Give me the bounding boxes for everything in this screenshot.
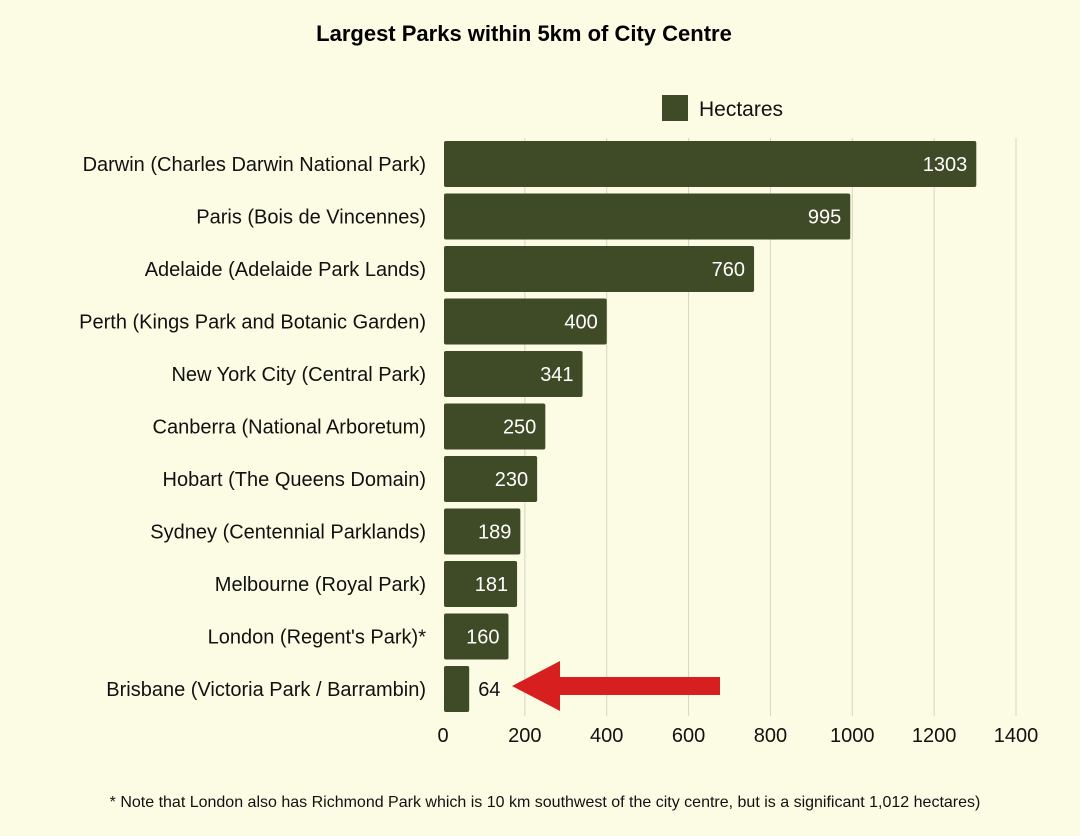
x-tick-label: 400 <box>590 725 623 747</box>
value-label: 181 <box>475 574 508 596</box>
category-label: Perth (Kings Park and Botanic Garden) <box>79 312 426 334</box>
x-tick-label: 1400 <box>994 725 1039 747</box>
bar <box>444 351 583 397</box>
chart-title: Largest Parks within 5km of City Centre <box>316 21 732 46</box>
value-label: 64 <box>478 679 500 701</box>
x-tick-label: 1200 <box>912 725 957 747</box>
annotation-arrow <box>512 661 720 711</box>
value-label: 189 <box>478 522 511 544</box>
category-label: Canberra (National Arboretum) <box>153 417 426 439</box>
bar <box>444 141 977 187</box>
bar <box>444 403 546 450</box>
bar <box>444 456 538 502</box>
category-labels: Darwin (Charles Darwin National Park) Par… <box>79 154 426 701</box>
value-label: 1303 <box>923 154 968 176</box>
value-label: 760 <box>712 259 745 281</box>
bars <box>444 141 977 712</box>
x-tick-label: 0 <box>437 725 448 747</box>
bar <box>444 613 509 660</box>
legend-label: Hectares <box>699 98 783 121</box>
x-tick-label: 1000 <box>830 725 875 747</box>
arrow-head <box>512 661 560 711</box>
x-tick-label: 200 <box>508 725 541 747</box>
category-label: New York City (Central Park) <box>171 364 426 386</box>
legend: Hectares <box>662 95 783 121</box>
arrow-shaft <box>556 677 720 695</box>
footnote: * Note that London also has Richmond Par… <box>110 794 981 811</box>
bar <box>444 508 521 555</box>
x-tick-label: 600 <box>672 725 705 747</box>
bar <box>444 193 851 240</box>
bar <box>444 666 470 712</box>
value-label: 341 <box>540 364 573 386</box>
category-label: Paris (Bois de Vincennes) <box>196 207 426 229</box>
bar <box>444 246 755 292</box>
category-label: Darwin (Charles Darwin National Park) <box>83 154 426 176</box>
x-tick-label: 800 <box>754 725 787 747</box>
value-label: 995 <box>808 207 841 229</box>
x-axis-ticks: 0 200 400 600 800 1000 1200 1400 <box>437 725 1038 747</box>
bar <box>444 561 518 607</box>
value-label: 160 <box>466 627 499 649</box>
category-label: Adelaide (Adelaide Park Lands) <box>145 259 426 281</box>
value-label: 250 <box>503 417 536 439</box>
value-label: 230 <box>495 469 528 491</box>
legend-swatch <box>662 95 688 121</box>
category-label: Melbourne (Royal Park) <box>215 574 426 596</box>
category-label: Hobart (The Queens Domain) <box>163 469 426 491</box>
category-label: Sydney (Centennial Parklands) <box>150 522 426 544</box>
category-label: London (Regent's Park)* <box>208 627 427 649</box>
bar <box>444 298 607 345</box>
value-label: 400 <box>564 312 597 334</box>
value-labels: 1303 995 760 400 341 250 230 189 181 160 64 <box>466 154 967 701</box>
category-label: Brisbane (Victoria Park / Barrambin) <box>106 679 426 701</box>
